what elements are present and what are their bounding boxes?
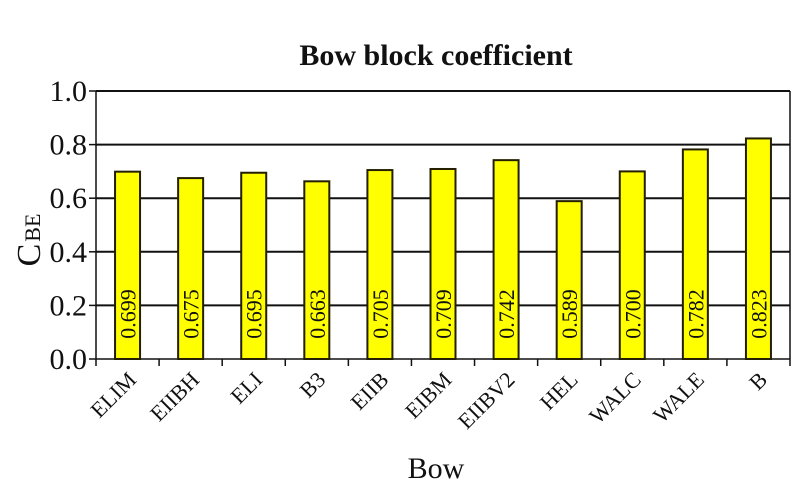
y-tick-label: 1.0 xyxy=(50,75,88,108)
data-label: 0.699 xyxy=(116,289,141,339)
y-tick-label: 0.6 xyxy=(50,182,88,215)
x-tick-label: B xyxy=(744,367,772,395)
x-tick-label: ELI xyxy=(225,367,267,409)
bar xyxy=(303,180,331,360)
bar xyxy=(555,200,583,360)
x-axis-label: Bow xyxy=(408,452,465,485)
x-tick-label: EIIBH xyxy=(145,367,204,426)
data-label: 0.709 xyxy=(431,289,456,339)
x-tick-label: HEL xyxy=(535,367,583,415)
data-label: 0.700 xyxy=(620,289,645,339)
bar xyxy=(366,169,394,360)
data-label: 0.675 xyxy=(179,289,204,339)
y-axis-label: CBE xyxy=(11,214,48,267)
bar xyxy=(744,137,772,360)
x-tick-label: EIIB xyxy=(346,367,394,415)
x-tick-label: B3 xyxy=(295,367,331,403)
bar xyxy=(177,177,205,360)
bar xyxy=(681,148,709,360)
data-label: 0.823 xyxy=(746,289,771,339)
x-tick-label: WALC xyxy=(584,367,646,429)
y-tick-label: 0.0 xyxy=(50,343,88,376)
data-label: 0.782 xyxy=(683,289,708,339)
data-label: 0.663 xyxy=(305,289,330,339)
x-tick-label: EIBM xyxy=(400,367,457,424)
y-tick-label: 0.8 xyxy=(50,129,88,162)
bar xyxy=(114,170,142,360)
y-tick-label: 0.2 xyxy=(50,289,88,322)
data-label: 0.705 xyxy=(368,289,393,339)
chart-title: Bow block coefficient xyxy=(299,39,572,72)
bar xyxy=(429,167,457,360)
data-label: 0.589 xyxy=(557,289,582,339)
bar xyxy=(618,170,646,360)
bar xyxy=(492,159,520,360)
y-tick-label: 0.4 xyxy=(50,236,88,269)
x-tick-label: ELIM xyxy=(85,367,141,423)
data-label: 0.695 xyxy=(242,289,267,339)
bar xyxy=(240,171,268,360)
x-tick-label: EIIBV2 xyxy=(453,367,520,434)
data-label: 0.742 xyxy=(494,289,519,339)
x-tick-label: WALE xyxy=(648,367,709,428)
